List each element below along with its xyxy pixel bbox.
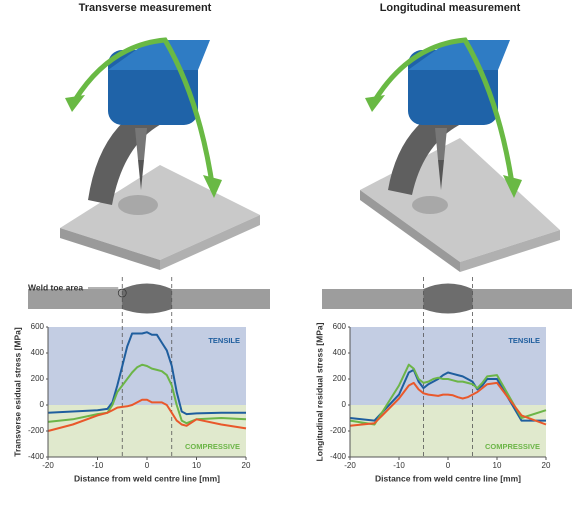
- compressive-label: COMPRESSIVE: [485, 442, 540, 451]
- tensile-region: [350, 327, 546, 405]
- series-line: [349, 363, 547, 426]
- panel-title: Longitudinal measurement: [380, 2, 521, 14]
- x-tick-label: -20: [344, 461, 356, 470]
- x-tick-label: 10: [192, 461, 201, 470]
- y-tick-label: -200: [28, 426, 45, 435]
- y-tick-label: 400: [31, 348, 45, 357]
- y-tick-label: -200: [330, 426, 347, 435]
- y-tick-label: 0: [40, 400, 45, 409]
- series-line: [349, 368, 546, 422]
- series-line: [47, 363, 247, 425]
- illustration-right: [360, 37, 560, 272]
- panel-title: Transverse measurement: [79, 2, 212, 14]
- y-tick-label: 600: [333, 322, 347, 331]
- x-axis-title: Distance from weld centre line [mm]: [375, 473, 521, 483]
- tensile-label: TENSILE: [208, 336, 240, 345]
- y-axis-title: Longitudinal residual stress [MPa]: [314, 322, 324, 461]
- series-line: [47, 398, 247, 432]
- series-line: [349, 381, 547, 427]
- y-axis-title: Transverse esidual stress [MPa]: [12, 327, 22, 457]
- compressive-label: COMPRESSIVE: [185, 442, 240, 451]
- illustration-left: [60, 37, 260, 270]
- x-axis-title: Distance from weld centre line [mm]: [74, 473, 220, 483]
- weld-bead: [122, 283, 172, 314]
- x-tick-label: 20: [542, 461, 551, 470]
- annotation-circle: [117, 288, 127, 298]
- x-tick-label: 0: [446, 461, 451, 470]
- x-tick-label: -20: [42, 461, 54, 470]
- weld-bead: [423, 283, 473, 314]
- y-tick-label: 0: [342, 400, 347, 409]
- y-tick-label: -400: [28, 452, 45, 461]
- y-tick-label: 200: [333, 374, 347, 383]
- y-tick-label: -400: [330, 452, 347, 461]
- annotation: Weld toe area: [28, 282, 83, 292]
- x-tick-label: -10: [393, 461, 405, 470]
- tensile-label: TENSILE: [508, 336, 540, 345]
- series-line: [47, 331, 246, 416]
- y-tick-label: 200: [31, 374, 45, 383]
- x-tick-label: 20: [242, 461, 251, 470]
- x-tick-label: 10: [493, 461, 502, 470]
- x-tick-label: -10: [92, 461, 104, 470]
- y-tick-label: 400: [333, 348, 347, 357]
- y-tick-label: 600: [31, 322, 45, 331]
- x-tick-label: 0: [145, 461, 150, 470]
